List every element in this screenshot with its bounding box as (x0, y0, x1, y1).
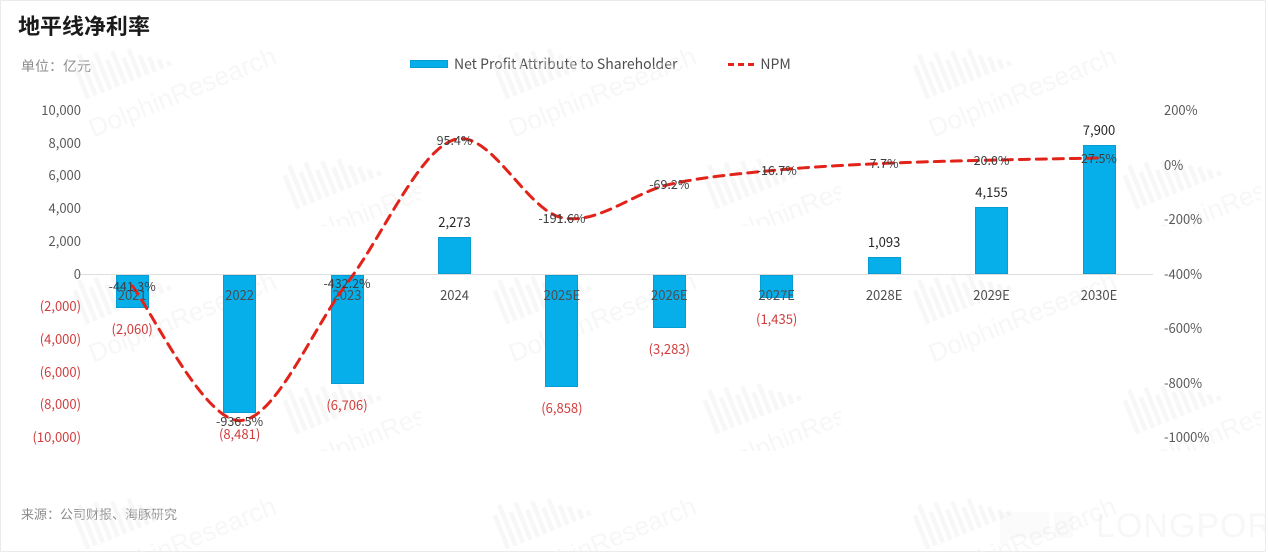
svg-text:LONGPORT: LONGPORT (1096, 507, 1266, 545)
